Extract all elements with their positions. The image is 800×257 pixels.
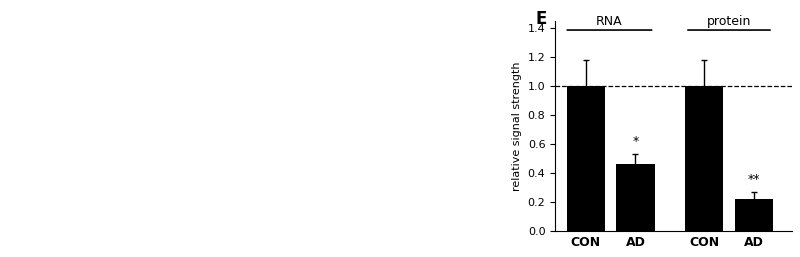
Bar [734, 199, 773, 231]
Bar [566, 86, 605, 231]
Text: E: E [535, 10, 546, 28]
Text: protein: protein [706, 15, 751, 28]
Y-axis label: relative signal strength: relative signal strength [512, 61, 522, 191]
Bar [616, 164, 654, 231]
Text: RNA: RNA [596, 15, 622, 28]
Bar [685, 86, 723, 231]
Text: **: ** [747, 173, 760, 186]
Text: *: * [632, 135, 638, 149]
